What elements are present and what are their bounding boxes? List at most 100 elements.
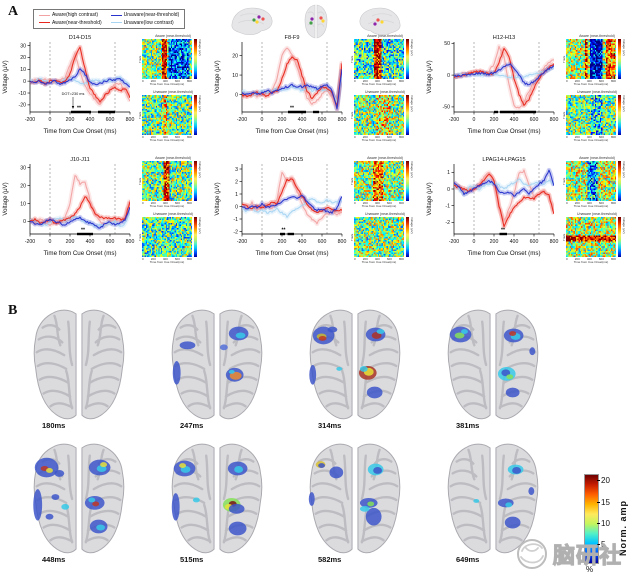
electrode-dot: [376, 18, 380, 22]
heatmap-title: Aware (near-threshold): [155, 34, 191, 38]
heatmap-canvas: [566, 216, 616, 257]
erp-plot-D14-D15: D14-D15 -200 0 200 400 600 800 -20 -10 0 10 20 30 Tim…: [3, 35, 135, 135]
activation-blob: [228, 369, 235, 374]
heatmap-title: Aware (near-threshold): [367, 34, 403, 38]
y-axis-label: Voltage (μV): [427, 60, 433, 93]
heatmap-y-label: Trials: [562, 110, 566, 119]
x-tick-label: 600: [318, 117, 327, 123]
brain-surface-247ms: [164, 306, 270, 427]
heatmap-x-label: Time from Cue Onset(ms): [573, 138, 609, 142]
y-axis-label: Voltage (μV): [215, 182, 221, 215]
activation-blob: [228, 503, 245, 514]
heatmap-x-ticks: 0 200 400 600 800: [566, 135, 616, 139]
heatmap-x-tick: 200: [362, 134, 368, 139]
x-tick-label: 800: [126, 117, 135, 123]
electrode-dot: [255, 20, 259, 24]
y-tick-label: -2: [445, 220, 450, 226]
trial-heatmap-unaware: Unaware (near-threshold) Trials Voltage (μ…: [562, 212, 634, 264]
trial-heatmap-aware: Aware (near-threshold) Trials Voltage (μV)…: [138, 34, 210, 86]
y-tick-label: 1: [447, 170, 450, 176]
legend-item-aware-near: Aware(near-threshold): [39, 20, 102, 27]
heatmap-x-tick: 0: [354, 256, 356, 261]
heatmap-x-ticks: 0 200 400 600 800: [354, 135, 404, 139]
erp-line-Aware(high contrast): [30, 52, 130, 106]
x-tick-label: -200: [449, 239, 459, 245]
colorbar-tickmark: [597, 502, 600, 503]
plot-title: LPAG14-LPAG15: [482, 157, 525, 163]
heatmap-x-ticks: 0 200 400 600 800: [142, 135, 192, 139]
heatmap-x-tick: 0: [354, 78, 356, 83]
heatmap-canvas: [354, 38, 404, 79]
brain-cell-381ms: 381ms: [430, 306, 568, 440]
y-tick-label: -1: [233, 217, 238, 223]
heatmap-stack: Aware (near-threshold) Trials Voltage (μV)…: [562, 34, 634, 154]
heatmap-x-ticks: 0 200 400 600 800: [142, 257, 192, 261]
heatmap-canvas: [566, 94, 616, 135]
trial-heatmap-aware: Aware (near-threshold) Trials Voltage (μV)…: [562, 156, 634, 208]
heatmap-colorbar: [618, 160, 621, 201]
heatmap-x-label: Time from Cue Onset(ms): [573, 204, 609, 208]
heatmap-title: Aware (near-threshold): [579, 156, 615, 160]
activation-blob: [229, 371, 242, 380]
erp-line-Aware(high contrast): [242, 47, 342, 111]
annotation-arrowhead: [71, 106, 75, 109]
heatmap-x-tick: 600: [386, 134, 392, 139]
legend-item-unaware-near: Unaware(near-threshold): [110, 12, 179, 19]
legend-label: Aware(near-threshold): [52, 19, 102, 26]
brain-surface-448ms: [26, 440, 132, 561]
dot-annotation-text: DOT=230 ms: [62, 92, 85, 96]
activation-blobs: [449, 326, 536, 398]
heatmap-y-label: Trials: [350, 176, 354, 185]
heatmap-colorbar: [618, 38, 621, 79]
brain-cell-448ms: 448ms: [16, 440, 154, 574]
heatmap-canvas: [142, 94, 192, 135]
heatmap-body: Trials Voltage (μV): [138, 38, 210, 79]
activation-blob: [318, 335, 327, 341]
heatmap-canvas: [354, 160, 404, 201]
colorbar-tickmark: [597, 544, 600, 545]
heatmap-x-ticks: 0 200 400 600 800: [142, 201, 192, 205]
erp-line-Aware(high contrast): [30, 175, 130, 227]
dorsal-brain-svg: [308, 442, 401, 554]
activation-blob: [46, 468, 53, 473]
heatmap-x-tick: 800: [398, 256, 404, 261]
x-tick-label: 400: [86, 239, 95, 245]
legend-swatch-aware-high: [39, 14, 50, 16]
x-tick-label: 800: [338, 117, 347, 123]
activation-blob: [473, 498, 480, 503]
heatmap-canvas: [142, 38, 192, 79]
trial-heatmap-unaware: Unaware (near-threshold) Trials Voltage (μ…: [138, 212, 210, 264]
brain-surface-grid: 180ms 247ms 314ms 381ms 448ms 515ms 582m…: [16, 306, 568, 574]
y-tick-label: -2: [233, 229, 238, 235]
x-tick-label: -200: [237, 117, 247, 123]
activation-blob: [192, 497, 200, 503]
heatmap-body: Trials Voltage (μV): [138, 94, 210, 135]
y-tick-label: -50: [443, 105, 451, 111]
legend-label: Aware(high contrast): [52, 12, 99, 18]
heatmap-x-label: Time from Cue Onset(ms): [149, 204, 185, 208]
activation-blob: [61, 503, 70, 510]
dorsal-brain-svg: [309, 308, 401, 420]
series-group: [454, 167, 554, 229]
activation-blob: [373, 467, 383, 474]
activation-blob: [228, 521, 247, 536]
y-tick-label: -10: [19, 91, 27, 97]
heatmap-x-label: Time from Cue Onset(ms): [361, 82, 397, 86]
dorsal-brain-svg: [33, 442, 125, 554]
activation-blob: [234, 466, 244, 473]
heatmap-colorbar: [406, 94, 409, 135]
heatmap-x-label: Time from Cue Onset(ms): [361, 260, 397, 264]
brain-surface-515ms: [164, 440, 270, 561]
erp-line-Unaware(near-threshold): [30, 206, 130, 229]
heatmap-x-tick: 600: [598, 256, 604, 261]
heatmap-x-tick: 200: [150, 78, 156, 83]
heatmap-x-tick: 0: [142, 134, 144, 139]
heatmap-canvas: [142, 216, 192, 257]
trial-heatmap-aware: Aware (near-threshold) Trials Voltage (μV)…: [562, 34, 634, 86]
activation-blob: [359, 505, 370, 512]
plot-title: H12-H13: [493, 35, 515, 41]
heatmap-colorbar-label: Voltage (μV): [622, 94, 626, 112]
x-tick-label: 0: [261, 117, 264, 123]
activation-blob: [365, 507, 382, 526]
activation-blob: [308, 492, 315, 506]
